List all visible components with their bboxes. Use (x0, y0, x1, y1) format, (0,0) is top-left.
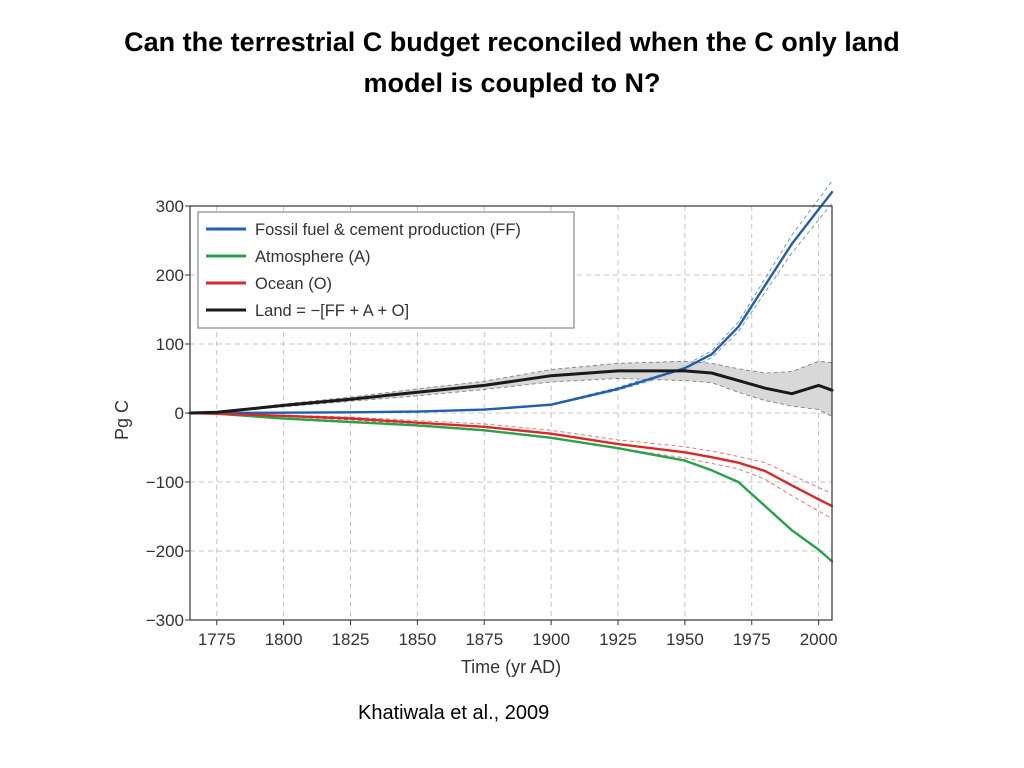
x-tick-label: 1975 (733, 630, 771, 649)
x-axis-label: Time (yr AD) (461, 657, 561, 677)
legend-label: Fossil fuel & cement production (FF) (255, 221, 521, 239)
slide-title-line-1: Can the terrestrial C budget reconciled … (124, 27, 900, 57)
legend-label: Ocean (O) (255, 275, 332, 293)
legend-label: Land = −[FF + A + O] (255, 302, 409, 320)
legend-label: Atmosphere (A) (255, 248, 371, 266)
y-tick-label: −200 (146, 542, 184, 561)
legend: Fossil fuel & cement production (FF) Atmo… (197, 211, 575, 329)
y-tick-label: 200 (156, 266, 184, 285)
x-tick-label: 1850 (398, 630, 436, 649)
y-tick-label: −100 (146, 473, 184, 492)
slide-title: Can the terrestrial C budget reconciled … (60, 22, 964, 104)
slide-title-line-2: model is coupled to N? (363, 68, 661, 98)
series-3-line (188, 369, 834, 415)
x-tick-label: 1800 (265, 630, 303, 649)
series-3-band-lower (189, 378, 833, 417)
x-tick-label: 1825 (332, 630, 370, 649)
series-2-line (188, 411, 834, 508)
y-tick-label: −300 (146, 611, 184, 630)
axis-ticks (185, 205, 820, 625)
series-lines (188, 190, 834, 563)
x-tick-label: 1875 (465, 630, 503, 649)
y-axis-label: Pg C (112, 400, 132, 440)
grid (190, 205, 832, 621)
x-tick-label: 2000 (800, 630, 838, 649)
x-tick-label: 1950 (666, 630, 704, 649)
x-tick-label: 1775 (198, 630, 236, 649)
x-tick-label: 1925 (599, 630, 637, 649)
x-tick-label: 1900 (532, 630, 570, 649)
series-1-line (188, 411, 834, 563)
y-tick-label: 300 (156, 197, 184, 216)
y-tick-label: 100 (156, 335, 184, 354)
series-0-line (188, 190, 834, 415)
y-tick-labels: 300 200 100 0 −100 −200 −300 (146, 197, 184, 630)
series-3-band-upper (189, 360, 833, 414)
y-tick-label: 0 (175, 404, 184, 423)
land-uncertainty-band (190, 361, 832, 417)
x-tick-labels: 1775 1800 1825 1850 1875 1900 1925 1950 1975 2000 (198, 630, 838, 649)
legend-box (197, 211, 575, 329)
citation: Khatiwala et al., 2009 (358, 702, 550, 724)
